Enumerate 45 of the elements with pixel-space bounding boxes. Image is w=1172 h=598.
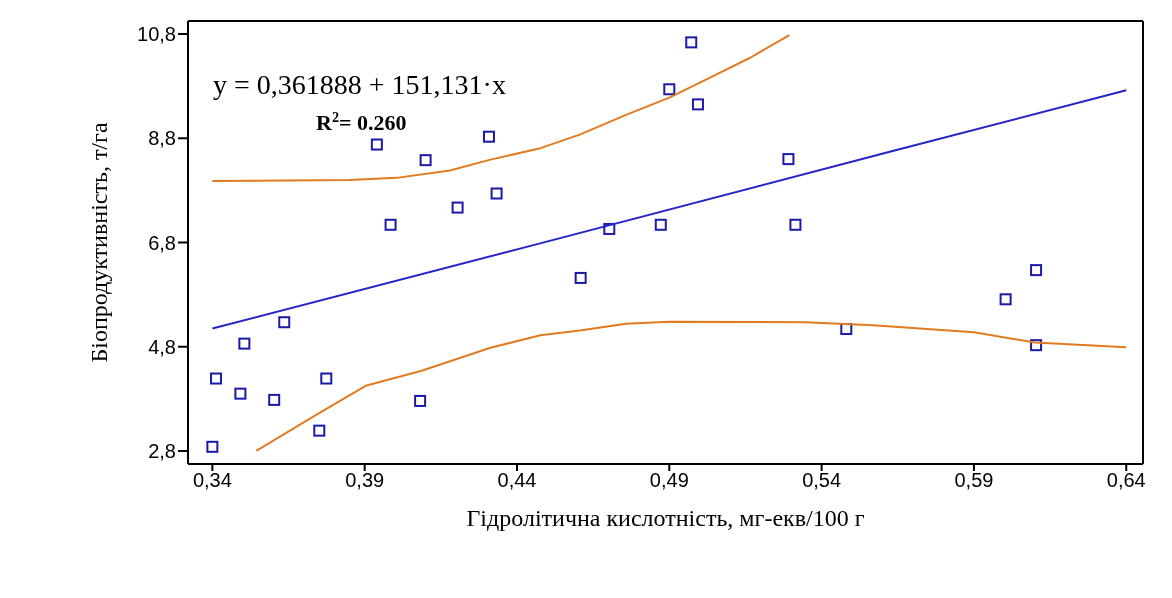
point (840, 323, 853, 336)
point (685, 36, 698, 49)
point (419, 154, 432, 167)
x-tick-label: 0,54 (802, 469, 842, 492)
x-tick-label: 0,49 (649, 469, 689, 492)
point (691, 98, 704, 111)
y-tick-label: 10,8 (137, 23, 176, 46)
point (574, 271, 587, 284)
point (789, 218, 802, 231)
point (278, 316, 291, 329)
point (490, 187, 503, 200)
point (268, 393, 281, 406)
point (320, 372, 333, 385)
point (663, 83, 676, 96)
point (313, 424, 326, 437)
point (234, 387, 247, 400)
point (384, 218, 397, 231)
annotation: y = 0,361888 + 151,131·x (213, 69, 506, 100)
point (782, 153, 795, 166)
point (654, 218, 667, 231)
point (482, 130, 495, 143)
point (414, 394, 427, 407)
point (210, 372, 223, 385)
line-series (255, 320, 1128, 452)
point (999, 293, 1012, 306)
x-tick-label: 0,64 (1106, 469, 1146, 492)
y-tick-label: 4,8 (148, 335, 176, 358)
y-tick-label: 8,8 (148, 127, 176, 150)
annotation: R$^{2}$= 0.260 (316, 109, 407, 135)
x-tick-label: 0,39 (345, 469, 385, 492)
point (370, 138, 383, 151)
point (1030, 264, 1043, 277)
x-tick-label: 0,59 (954, 469, 994, 492)
point (451, 201, 464, 214)
x-axis-title: Гідролітична кислотність, мг-екв/100 г (466, 505, 865, 531)
x-tick-label: 0,34 (192, 469, 232, 492)
point (1030, 339, 1043, 352)
point (603, 222, 616, 235)
point (238, 337, 251, 350)
line-series (211, 34, 791, 182)
y-tick-label: 2,8 (148, 440, 176, 463)
y-axis-title: Біопродуктивність, т/га (85, 122, 112, 363)
point (206, 440, 219, 453)
x-tick-label: 0,44 (497, 469, 537, 492)
y-tick-label: 6,8 (148, 231, 176, 254)
